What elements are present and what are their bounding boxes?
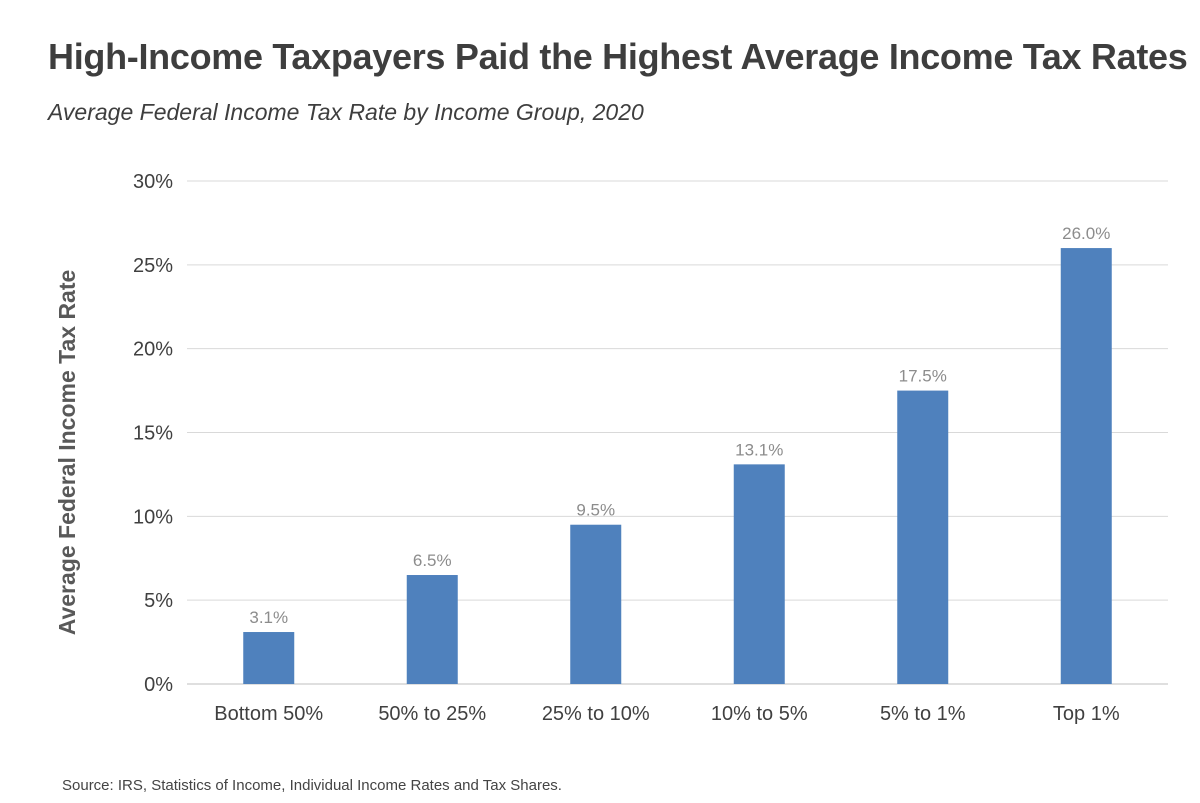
chart-subtitle: Average Federal Income Tax Rate by Incom… bbox=[48, 99, 644, 125]
data-label: 26.0% bbox=[1062, 224, 1110, 243]
y-tick-label: 25% bbox=[133, 255, 173, 277]
bar bbox=[243, 632, 295, 684]
y-tick-label: 5% bbox=[144, 590, 173, 612]
data-label: 17.5% bbox=[899, 367, 947, 386]
y-tick-label: 30% bbox=[133, 171, 173, 193]
bar bbox=[897, 390, 949, 684]
x-tick-label: 5% to 1% bbox=[880, 703, 966, 725]
data-label: 3.1% bbox=[249, 608, 288, 627]
y-axis-title: Average Federal Income Tax Rate bbox=[54, 270, 80, 636]
x-tick-label: 50% to 25% bbox=[378, 703, 486, 725]
chart-title: High-Income Taxpayers Paid the Highest A… bbox=[48, 36, 1188, 77]
bar bbox=[733, 464, 785, 684]
y-tick-label: 15% bbox=[133, 423, 173, 445]
data-label: 6.5% bbox=[413, 551, 452, 570]
bar bbox=[406, 575, 458, 684]
y-tick-label: 0% bbox=[144, 674, 173, 696]
x-tick-label: 10% to 5% bbox=[711, 703, 808, 725]
x-tick-label: 25% to 10% bbox=[542, 703, 650, 725]
x-tick-label: Bottom 50% bbox=[214, 703, 323, 725]
bar bbox=[570, 524, 622, 684]
y-tick-label: 20% bbox=[133, 339, 173, 361]
data-label: 9.5% bbox=[576, 501, 615, 520]
source-note: Source: IRS, Statistics of Income, Indiv… bbox=[62, 777, 562, 794]
data-label: 13.1% bbox=[735, 440, 783, 459]
x-tick-label: Top 1% bbox=[1053, 703, 1120, 725]
bar bbox=[1060, 248, 1112, 685]
y-tick-label: 10% bbox=[133, 506, 173, 528]
